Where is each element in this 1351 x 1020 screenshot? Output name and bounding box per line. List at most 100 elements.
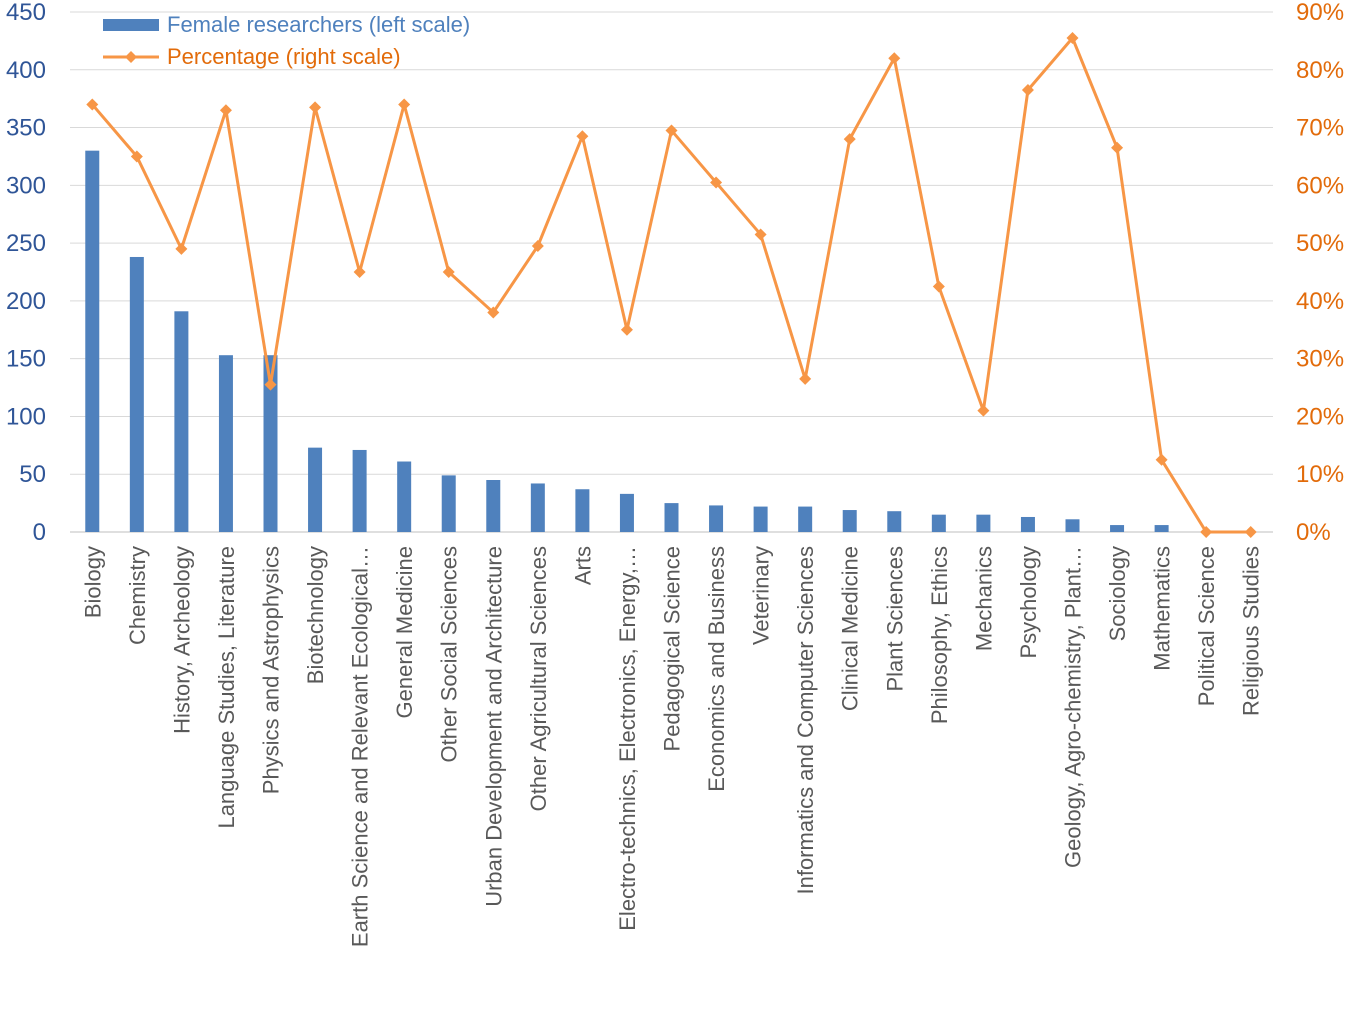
line-point [1066,32,1079,44]
legend-line-marker [125,51,137,63]
right-tick-label: 20% [1296,403,1344,430]
bar [85,150,100,532]
line-point [620,323,633,336]
category-label: Psychology [1016,546,1041,659]
right-tick-label: 60% [1296,172,1344,199]
left-tick-label: 400 [6,57,46,84]
bar [129,256,144,532]
category-label: Earth Science and Relevant Ecological… [348,546,373,947]
bar [1154,525,1169,532]
line-point [665,124,678,137]
bar [1065,519,1080,532]
legend-bar-swatch [103,19,159,31]
line-point [531,240,544,252]
category-label: Religious Studies [1239,546,1264,716]
line-point [353,266,366,278]
line-point [309,101,322,114]
line-point [1244,526,1257,538]
category-label: Other Agricultural Sciences [526,546,551,811]
line-point [1021,84,1034,96]
bar-series [85,150,1169,532]
category-label: Clinical Medicine [838,546,863,711]
category-label: Informatics and Computer Sciences [793,546,818,895]
left-tick-label: 150 [6,346,46,373]
category-label: Mathematics [1150,546,1175,671]
line-point [442,266,455,278]
category-label: Chemistry [125,546,150,645]
category-label: Language Studies, Literature [214,546,239,829]
category-label: Biotechnology [303,546,328,684]
right-tick-label: 0% [1296,519,1331,546]
line-point [130,150,143,163]
category-label: Philosophy, Ethics [927,546,952,724]
bar [263,355,278,532]
bar [976,514,991,532]
bar [887,511,902,532]
legend-bar-label: Female researchers (left scale) [167,12,470,37]
line-point [888,52,901,65]
left-tick-label: 0 [33,519,46,546]
right-tick-label: 10% [1296,461,1344,488]
right-tick-label: 80% [1296,57,1344,84]
left-tick-label: 350 [6,115,46,142]
line-point [398,98,411,111]
category-label: General Medicine [392,546,417,718]
left-tick-label: 50 [19,461,46,488]
bar [1110,525,1125,532]
left-tick-label: 450 [6,0,46,26]
bar [352,449,367,532]
right-tick-label: 50% [1296,230,1344,257]
category-label: Pedagogical Science [660,546,685,751]
category-label: Urban Development and Architecture [481,546,506,907]
line-point [1200,526,1213,538]
category-label: Geology, Agro-chemistry, Plant… [1061,546,1086,868]
bar [174,311,189,532]
line-point [86,98,99,111]
left-axis: 0 50 100 150 200 250 300 350 400 450 [6,0,46,546]
line-point [175,242,188,255]
bar [486,480,501,532]
bar [753,506,768,532]
bar [397,461,412,532]
right-tick-label: 30% [1296,346,1344,373]
category-label: Biology [80,546,105,618]
line-point [754,228,767,241]
category-label: Mechanics [971,546,996,651]
legend-line-label: Percentage (right scale) [167,44,401,69]
bar [575,489,590,532]
line-series [86,32,1257,538]
right-tick-label: 40% [1296,288,1344,315]
right-axis: 0% 10% 20% 30% 40% 50% 60% 70% 80% 90% [1296,0,1344,546]
line-point [1155,453,1168,466]
category-label: Veterinary [749,546,774,645]
line-point [710,176,723,189]
line-point [799,372,812,385]
bar [842,510,857,532]
line-point [264,378,277,391]
category-label: Plant Sciences [882,546,907,692]
bar [619,493,634,532]
bar [931,514,946,532]
line-point [576,130,589,143]
left-tick-label: 250 [6,230,46,257]
bar [308,447,323,532]
category-label: Physics and Astrophysics [259,546,284,794]
bar [1020,516,1035,532]
left-tick-label: 100 [6,403,46,430]
bar [530,483,545,532]
line-point [977,404,990,417]
category-label: Electro-technics, Electronics, Energy,… [615,546,640,931]
bar [441,475,456,532]
category-label: Economics and Business [704,546,729,792]
bar [709,505,724,532]
bar [798,506,813,532]
line-point [1111,141,1124,154]
bar [218,355,233,532]
category-label: History, Archeology [169,546,194,734]
right-tick-label: 70% [1296,115,1344,142]
bar [664,503,679,532]
category-label: Arts [570,546,595,585]
category-axis: Biology Chemistry History, Archeology Langu… [80,546,1263,947]
line-point [843,133,856,146]
